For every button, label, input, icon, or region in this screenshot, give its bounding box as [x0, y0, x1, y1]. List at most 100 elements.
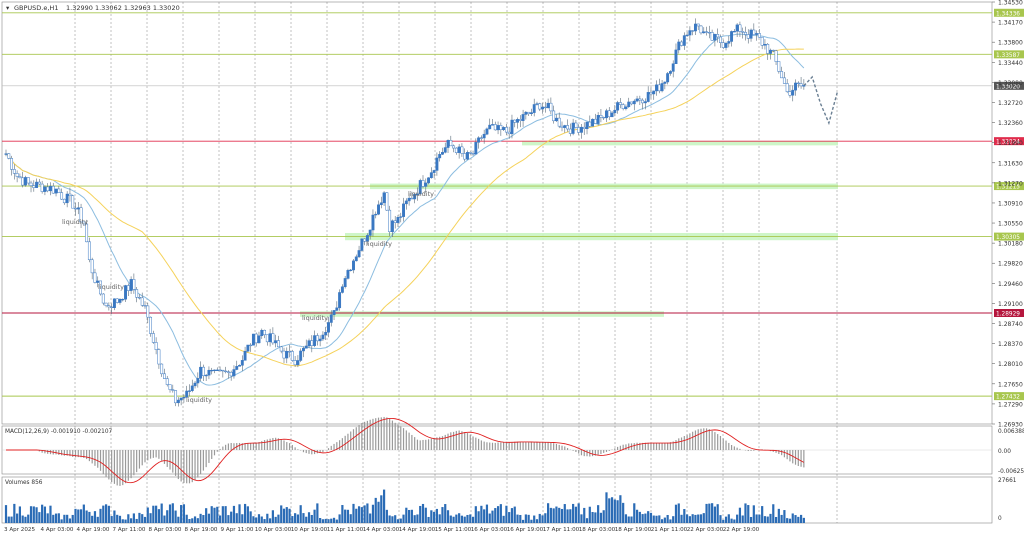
candle-body: [527, 111, 531, 115]
chart-menu-icon[interactable]: ▾: [6, 4, 10, 12]
volume-bar: [413, 515, 416, 523]
candle-body: [707, 32, 711, 34]
volume-bar: [430, 510, 433, 523]
volume-bar: [357, 506, 361, 523]
y-tick-label: 1.27290: [998, 401, 1023, 408]
candle-body: [507, 131, 511, 135]
candle-body: [516, 119, 519, 123]
candle-body: [101, 293, 105, 304]
x-tick-label: 8 Apr 03:00: [149, 527, 182, 533]
volume-bar: [38, 512, 41, 523]
volume-title: Volumes 856: [5, 480, 43, 486]
volume-bar: [496, 506, 500, 523]
volume-bar: [527, 514, 530, 523]
volume-bar: [16, 513, 19, 523]
current-price-label: 1.33020: [996, 84, 1020, 90]
volume-bar: [335, 519, 338, 523]
candle-body: [363, 238, 367, 242]
volume-bar: [755, 514, 758, 523]
x-tick-label: 10 Apr 03:00: [255, 527, 292, 533]
y-tick-label: 1.31270: [998, 180, 1023, 187]
candle-body: [249, 344, 253, 347]
candle-body: [607, 110, 611, 118]
volume-bar: [541, 515, 544, 523]
candle-body: [74, 207, 77, 210]
candle-body: [349, 269, 353, 272]
volume-bar: [230, 511, 233, 523]
candle-body: [226, 371, 230, 373]
volume-bar: [574, 506, 577, 523]
candle-body: [307, 340, 311, 347]
y-tick-label: 1.29460: [998, 281, 1023, 288]
volume-bar: [530, 519, 533, 523]
volume-bar: [758, 514, 761, 523]
candle-body: [151, 333, 155, 343]
volume-bar: [60, 519, 63, 523]
volume-bar: [435, 508, 438, 523]
price-level-tag: [994, 232, 1024, 241]
volume-y-label: 27661: [998, 478, 1017, 484]
candle-body: [190, 385, 194, 391]
candle-body: [85, 223, 89, 243]
candle-body: [677, 41, 681, 51]
volume-bar: [594, 512, 597, 523]
volume-bar: [29, 506, 33, 523]
candle-body: [299, 350, 303, 361]
candle-body: [468, 152, 472, 154]
volume-bar: [438, 514, 441, 523]
candle-body: [112, 298, 116, 308]
volume-bar: [7, 516, 10, 523]
candle-body: [224, 370, 228, 373]
volume-bar: [388, 515, 391, 523]
volume-bar: [588, 506, 591, 523]
volume-bar: [143, 516, 147, 523]
candle-body: [563, 125, 567, 128]
candle-body: [738, 24, 742, 32]
candle-body: [418, 180, 422, 195]
volume-bar: [255, 517, 258, 523]
y-tick-label: 1.33440: [998, 60, 1023, 67]
candle-body: [593, 118, 597, 124]
candle-body: [641, 99, 645, 104]
volume-bar: [82, 504, 85, 523]
candle-body: [271, 333, 275, 344]
candle-body: [438, 154, 442, 159]
volume-bar: [513, 506, 516, 523]
volume-bar: [474, 506, 477, 523]
volume-bar: [602, 510, 605, 523]
price-level-tag: [994, 137, 1024, 146]
volume-bar: [749, 516, 753, 523]
price-level-tag: [994, 309, 1024, 318]
candle-body: [382, 192, 386, 204]
candle-body: [449, 140, 453, 147]
candle-body: [29, 182, 33, 186]
volume-bar: [655, 515, 658, 523]
candle-body: [777, 61, 781, 72]
volume-bar: [330, 518, 333, 523]
volume-bar: [102, 505, 105, 523]
candle-body: [371, 214, 375, 231]
volume-bar: [516, 514, 519, 523]
volume-bar: [405, 507, 408, 523]
x-tick-label: 18 Apr 03:00: [579, 527, 616, 533]
volume-bar: [369, 513, 372, 523]
candle-body: [135, 289, 139, 298]
volume-bar: [761, 506, 764, 523]
candle-body: [457, 146, 461, 153]
volume-bar: [733, 519, 736, 523]
volume-bar: [744, 503, 747, 523]
volume-bar: [441, 507, 444, 523]
candle-body: [554, 117, 558, 122]
candle-body: [802, 85, 806, 87]
volume-bar: [218, 515, 222, 523]
x-tick-label: 17 Apr 11:00: [543, 527, 580, 533]
candle-body: [374, 213, 378, 216]
price-level-label: 1.34336: [996, 11, 1020, 17]
volume-bar: [269, 518, 272, 523]
candle-body: [377, 204, 380, 215]
y-tick-label: 1.30180: [998, 241, 1023, 248]
volume-bar: [344, 509, 347, 523]
volume-bar: [180, 505, 183, 523]
